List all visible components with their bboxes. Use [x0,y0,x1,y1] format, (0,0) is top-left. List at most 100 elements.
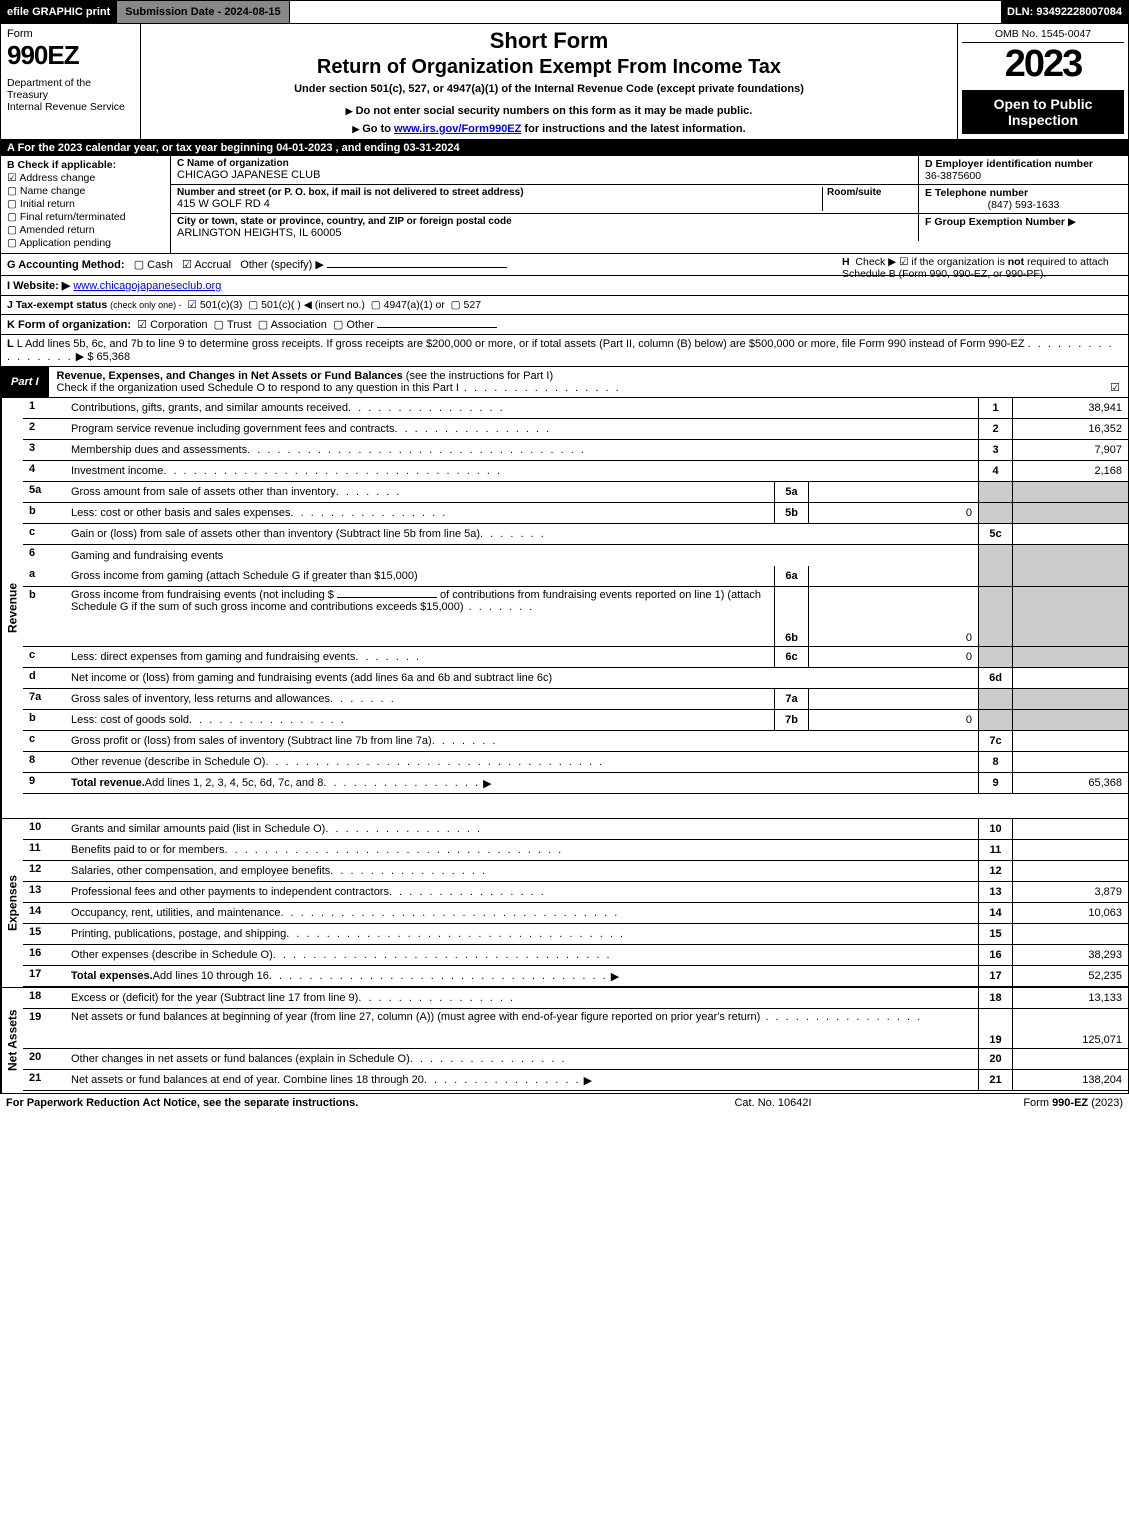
website-link[interactable]: www.chicagojapaneseclub.org [73,280,221,292]
check-address-change[interactable]: ☑ Address change [7,172,164,184]
row-j-tax-status: J Tax-exempt status (check only one) - ☑… [0,296,1129,315]
line-6b: b Gross income from fundraising events (… [23,587,1128,647]
check-final-return[interactable]: ▢ Final return/terminated [7,211,164,223]
line-4: 4 Investment income 4 2,168 [23,461,1128,482]
org-name: CHICAGO JAPANESE CLUB [177,169,912,181]
row-g-accounting: G Accounting Method: ▢ Cash ☑ Accrual Ot… [0,254,1129,276]
line-17-value: 52,235 [1012,966,1128,986]
line-7a: 7a Gross sales of inventory, less return… [23,689,1128,710]
line-11-value [1012,840,1128,860]
line-17: 17 Total expenses. Add lines 10 through … [23,966,1128,987]
group-exemption-arrow: ▶ [1068,216,1076,228]
group-exemption-label: F Group Exemption Number [925,216,1065,228]
org-other[interactable]: Other [346,319,374,331]
line-6b-value: 0 [808,587,978,646]
accounting-label: G Accounting Method: [7,259,125,271]
side-label-revenue: Revenue [1,398,23,818]
line-15-value [1012,924,1128,944]
line-1-value: 38,941 [1012,398,1128,418]
line-15: 15 Printing, publications, postage, and … [23,924,1128,945]
line-21-value: 138,204 [1012,1070,1128,1090]
side-label-netassets: Net Assets [1,988,23,1093]
header-left: Form 990EZ Department of the Treasury In… [1,24,141,139]
ein-value: 36-3875600 [925,170,1122,182]
note-goto-pre: Go to [362,123,394,135]
org-trust[interactable]: Trust [227,319,252,331]
tax-status-sub: (check only one) - [110,300,182,310]
part-1-title-sub: (see the instructions for Part I) [406,370,553,382]
check-amended-return[interactable]: ▢ Amended return [7,224,164,236]
city-label: City or town, state or province, country… [177,216,912,227]
line-6d-value [1012,668,1128,688]
line-6: 6 Gaming and fundraising events [23,545,1128,566]
irs-link[interactable]: www.irs.gov/Form990EZ [394,123,521,135]
accounting-cash[interactable]: Cash [147,259,173,271]
part-1-header: Part I Revenue, Expenses, and Changes in… [0,367,1129,398]
row-k-org-form: K Form of organization: ☑ Corporation ▢ … [0,315,1129,335]
city-value: ARLINGTON HEIGHTS, IL 60005 [177,227,912,239]
efile-label[interactable]: efile GRAPHIC print [1,1,116,23]
tax-501c[interactable]: 501(c)( ) ◀ (insert no.) [261,299,365,311]
line-4-value: 2,168 [1012,461,1128,481]
tax-501c3[interactable]: 501(c)(3) [200,299,243,311]
page-footer: For Paperwork Reduction Act Notice, see … [0,1093,1129,1112]
org-association[interactable]: Association [271,319,327,331]
line-21: 21 Net assets or fund balances at end of… [23,1070,1128,1091]
street-label: Number and street (or P. O. box, if mail… [177,187,822,198]
line-7c-value [1012,731,1128,751]
header-right: OMB No. 1545-0047 2023 Open to Public In… [958,24,1128,139]
block-c-address: C Name of organization CHICAGO JAPANESE … [171,156,1128,253]
form-number: 990EZ [7,40,134,71]
line-16: 16 Other expenses (describe in Schedule … [23,945,1128,966]
footer-catno: Cat. No. 10642I [623,1097,923,1109]
footer-form: Form 990-EZ (2023) [923,1097,1123,1109]
accounting-other[interactable]: Other (specify) ▶ [240,259,324,271]
line-7b-value: 0 [808,710,978,730]
tax-year: 2023 [962,43,1124,86]
line-5b-value: 0 [808,503,978,523]
line-2: 2 Program service revenue including gove… [23,419,1128,440]
line-10-value [1012,819,1128,839]
dln-label: DLN: 93492228007084 [1001,1,1128,23]
tax-527[interactable]: 527 [464,299,482,311]
block-b-checkboxes: B Check if applicable: ☑ Address change … [1,156,171,253]
note-goto-post: for instructions and the latest informat… [521,123,745,135]
org-name-label: C Name of organization [177,158,912,169]
top-bar: efile GRAPHIC print Submission Date - 20… [0,0,1129,24]
line-5b: b Less: cost or other basis and sales ex… [23,503,1128,524]
line-16-value: 38,293 [1012,945,1128,965]
line-6d: d Net income or (loss) from gaming and f… [23,668,1128,689]
line-9: 9 Total revenue. Add lines 1, 2, 3, 4, 5… [23,773,1128,794]
accounting-accrual[interactable]: Accrual [194,259,231,271]
short-form-title: Short Form [149,28,949,54]
phone-label: E Telephone number [925,187,1122,199]
line-7c: c Gross profit or (loss) from sales of i… [23,731,1128,752]
line-9-value: 65,368 [1012,773,1128,793]
line-7a-value [808,689,978,709]
arrow-icon [346,105,356,117]
line-3-value: 7,907 [1012,440,1128,460]
line-5c-value [1012,524,1128,544]
line-3: 3 Membership dues and assessments 3 7,90… [23,440,1128,461]
form-word: Form [7,28,134,40]
part-1-title: Revenue, Expenses, and Changes in Net As… [57,370,403,382]
note-ssn: Do not enter social security numbers on … [356,105,753,117]
part-1-lines: Revenue 1 Contributions, gifts, grants, … [0,398,1129,1093]
check-name-change[interactable]: ▢ Name change [7,185,164,197]
part-1-checkbox[interactable]: ☑ [1102,367,1128,397]
tax-4947[interactable]: 4947(a)(1) or [384,299,445,311]
line-14-value: 10,063 [1012,903,1128,923]
check-initial-return[interactable]: ▢ Initial return [7,198,164,210]
line-19: 19 Net assets or fund balances at beginn… [23,1009,1128,1049]
line-5c: c Gain or (loss) from sale of assets oth… [23,524,1128,545]
org-corporation[interactable]: Corporation [150,319,207,331]
block-b-title: B Check if applicable: [7,159,164,171]
line-6a: a Gross income from gaming (attach Sched… [23,566,1128,587]
line-14: 14 Occupancy, rent, utilities, and maint… [23,903,1128,924]
form-header: Form 990EZ Department of the Treasury In… [0,24,1129,140]
line-2-value: 16,352 [1012,419,1128,439]
line-18-value: 13,133 [1012,988,1128,1008]
arrow-icon [352,123,362,135]
check-application-pending[interactable]: ▢ Application pending [7,237,164,249]
row-h-schedule-b: H Check ▶ ☑ if the organization is not r… [842,256,1122,280]
